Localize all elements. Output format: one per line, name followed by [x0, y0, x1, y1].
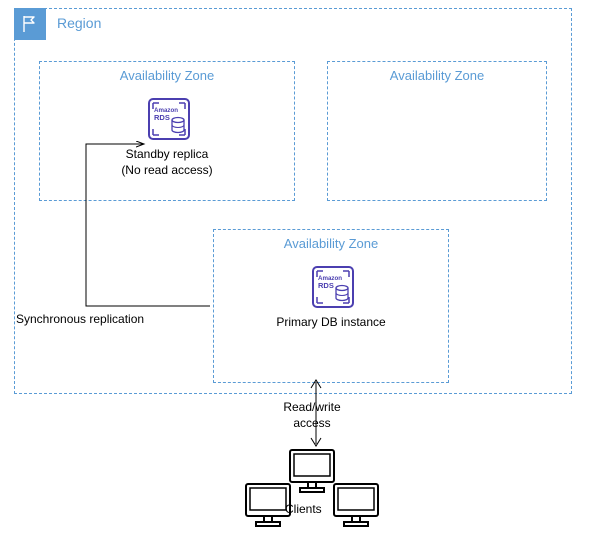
readwrite-label-line2: access	[293, 416, 330, 430]
readwrite-label: Read/write access	[272, 400, 352, 431]
clients-label: Clients	[285, 502, 322, 516]
readwrite-label-line1: Read/write	[283, 400, 340, 414]
clients-icon	[222, 448, 402, 538]
